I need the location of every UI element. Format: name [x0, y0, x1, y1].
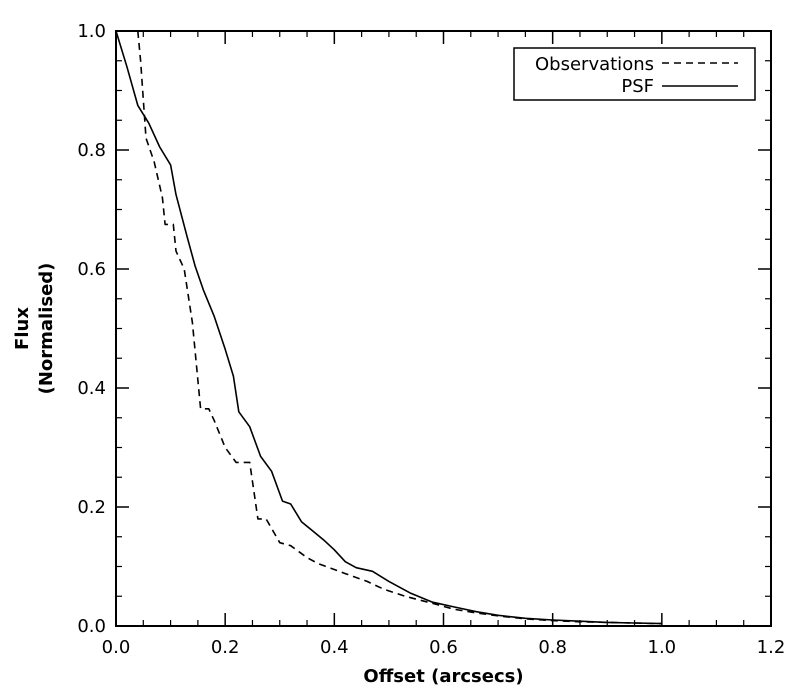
x-tick-label: 0.2 [211, 637, 240, 658]
y-tick-label: 0.4 [77, 378, 106, 399]
x-tick-label: 0.0 [102, 637, 131, 658]
y-tick-label: 1.0 [77, 21, 106, 42]
y-axis-title-line-1: Flux [12, 307, 33, 350]
legend-label-psf: PSF [621, 76, 654, 97]
x-axis-title: Offset (arcsecs) [363, 666, 523, 687]
tick-labels: 0.0 0.2 0.4 0.6 0.8 1.0 1.2 0.0 0.2 0.4 0.6 0.8 1.0 [77, 21, 785, 658]
x-tick-label: 0.6 [429, 637, 458, 658]
legend-box [513, 47, 756, 101]
x-tick-label: 0.8 [538, 637, 567, 658]
x-tick-label: 1.0 [648, 637, 677, 658]
x-tick-label: 0.4 [320, 637, 349, 658]
y-tick-label: 0.8 [77, 140, 106, 161]
legend-label-observations: Observations [535, 54, 654, 75]
series-line-observations [137, 30, 662, 625]
legend: Observations PSF [513, 47, 756, 101]
y-axis-title-line-2: (Normalised) [36, 263, 57, 395]
axis-ticks [115, 30, 772, 627]
series-layer [115, 30, 662, 625]
y-axis-title: Flux (Normalised) [12, 263, 57, 395]
y-tick-label: 0.2 [77, 497, 106, 518]
y-tick-label: 0.6 [77, 259, 106, 280]
series-line-psf [115, 30, 662, 625]
y-tick-label: 0.0 [77, 616, 106, 637]
x-tick-label: 1.2 [757, 637, 786, 658]
